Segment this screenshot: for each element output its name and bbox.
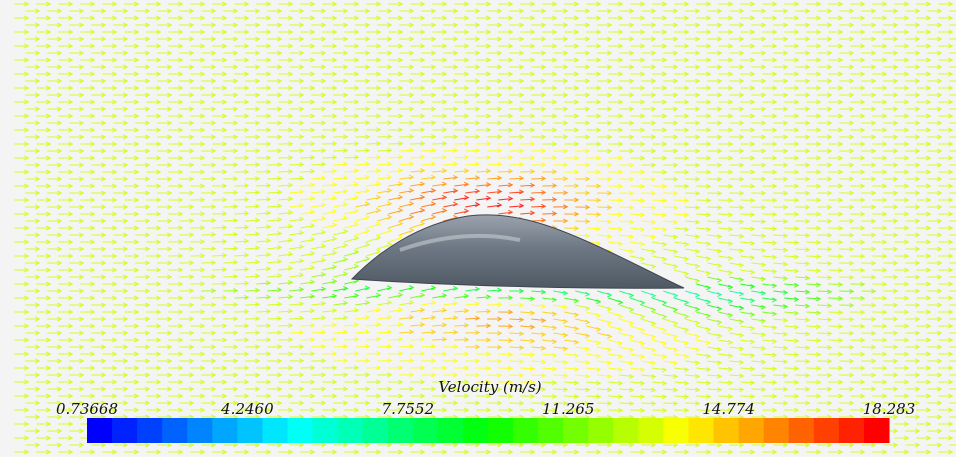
colorbar-segment — [714, 418, 740, 443]
colorbar-segment — [162, 418, 188, 443]
colorbar-segment — [363, 418, 389, 443]
colorbar-segment — [262, 418, 288, 443]
colorbar-segment — [789, 418, 815, 443]
colorbar-segment — [187, 418, 213, 443]
colorbar-segment — [338, 418, 364, 443]
colorbar-segment — [613, 418, 639, 443]
flow-view: Velocity (m/s) 0.73668 4.2460 7.7552 11.265… — [0, 0, 956, 457]
colorbar-segment — [112, 418, 138, 443]
colorbar-segment — [388, 418, 414, 443]
colorbar-label: 18.283 — [863, 400, 916, 418]
colorbar-segment — [864, 418, 890, 443]
colorbar-segment — [288, 418, 314, 443]
colorbar-segment — [438, 418, 464, 443]
colorbar-segment — [663, 418, 689, 443]
colorbar-segment — [689, 418, 715, 443]
colorbar-segment — [237, 418, 263, 443]
colorbar-segment — [588, 418, 614, 443]
colorbar-segment — [513, 418, 539, 443]
colorbar-segment — [137, 418, 163, 443]
colorbar-segment — [563, 418, 589, 443]
colorbar-segment — [814, 418, 840, 443]
page: Velocity (m/s) 0.73668 4.2460 7.7552 11.265… — [0, 0, 956, 457]
colorbar-label: 0.73668 — [56, 400, 118, 418]
colorbar-label: 7.7552 — [382, 400, 435, 418]
colorbar-segment — [538, 418, 564, 443]
colorbar-label: 14.774 — [702, 400, 755, 418]
colorbar-segment — [463, 418, 489, 443]
colorbar-label: 4.2460 — [220, 400, 274, 418]
colorbar-segment — [839, 418, 865, 443]
colorbar — [87, 418, 890, 443]
colorbar-title: Velocity (m/s) — [438, 378, 541, 396]
colorbar-segment — [212, 418, 238, 443]
colorbar-segment — [488, 418, 514, 443]
colorbar-segment — [413, 418, 439, 443]
colorbar-segment — [764, 418, 790, 443]
colorbar-label: 11.265 — [542, 400, 595, 418]
colorbar-segment — [87, 418, 113, 443]
colorbar-segment — [638, 418, 664, 443]
colorbar-segment — [739, 418, 765, 443]
colorbar-segment — [313, 418, 339, 443]
